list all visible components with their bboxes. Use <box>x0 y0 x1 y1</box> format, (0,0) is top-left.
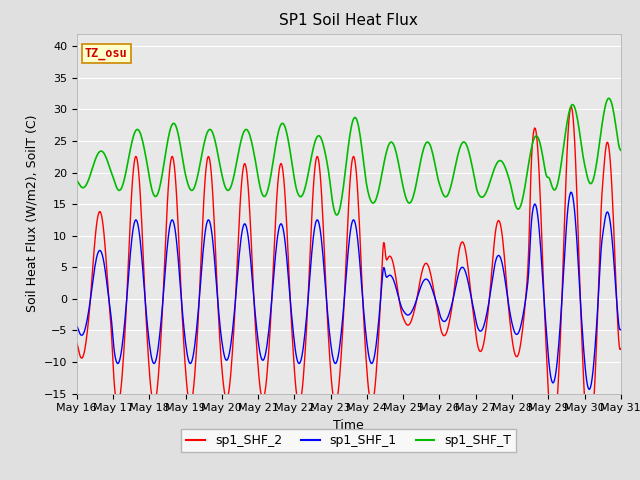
sp1_SHF_T <box>568 102 575 108</box>
Text: TZ_osu: TZ_osu <box>85 48 128 60</box>
sp1_SHF_2 <box>394 284 401 289</box>
X-axis label: Time: Time <box>333 419 364 432</box>
sp1_SHF_2 <box>585 444 593 449</box>
sp1_SHF_T <box>333 212 340 218</box>
sp1_SHF_1 <box>447 305 454 311</box>
sp1_SHF_2 <box>216 333 223 339</box>
sp1_SHF_1 <box>585 386 593 392</box>
sp1_SHF_1 <box>193 330 200 336</box>
sp1_SHF_2 <box>193 351 200 357</box>
sp1_SHF_T <box>73 178 81 184</box>
sp1_SHF_T <box>193 179 200 185</box>
Legend: sp1_SHF_2, sp1_SHF_1, sp1_SHF_T: sp1_SHF_2, sp1_SHF_1, sp1_SHF_T <box>181 429 516 452</box>
Line: sp1_SHF_1: sp1_SHF_1 <box>77 192 621 389</box>
sp1_SHF_1 <box>394 289 401 295</box>
sp1_SHF_T <box>448 181 456 187</box>
sp1_SHF_2 <box>617 346 625 352</box>
sp1_SHF_1 <box>568 190 575 195</box>
sp1_SHF_2 <box>340 297 348 303</box>
Y-axis label: Soil Heat Flux (W/m2), SoilT (C): Soil Heat Flux (W/m2), SoilT (C) <box>25 115 38 312</box>
sp1_SHF_1 <box>617 327 625 333</box>
Line: sp1_SHF_2: sp1_SHF_2 <box>77 107 621 446</box>
sp1_SHF_1 <box>216 319 223 324</box>
Title: SP1 Soil Heat Flux: SP1 Soil Heat Flux <box>280 13 418 28</box>
sp1_SHF_1 <box>73 323 81 329</box>
sp1_SHF_2 <box>73 340 81 346</box>
sp1_SHF_2 <box>568 105 575 110</box>
sp1_SHF_T <box>394 157 402 163</box>
sp1_SHF_2 <box>567 104 575 109</box>
sp1_SHF_2 <box>447 311 454 317</box>
sp1_SHF_T <box>605 96 612 101</box>
sp1_SHF_T <box>617 147 625 153</box>
sp1_SHF_1 <box>567 189 575 195</box>
sp1_SHF_1 <box>340 297 348 303</box>
sp1_SHF_T <box>341 171 349 177</box>
Line: sp1_SHF_T: sp1_SHF_T <box>77 98 621 215</box>
sp1_SHF_T <box>216 160 223 166</box>
